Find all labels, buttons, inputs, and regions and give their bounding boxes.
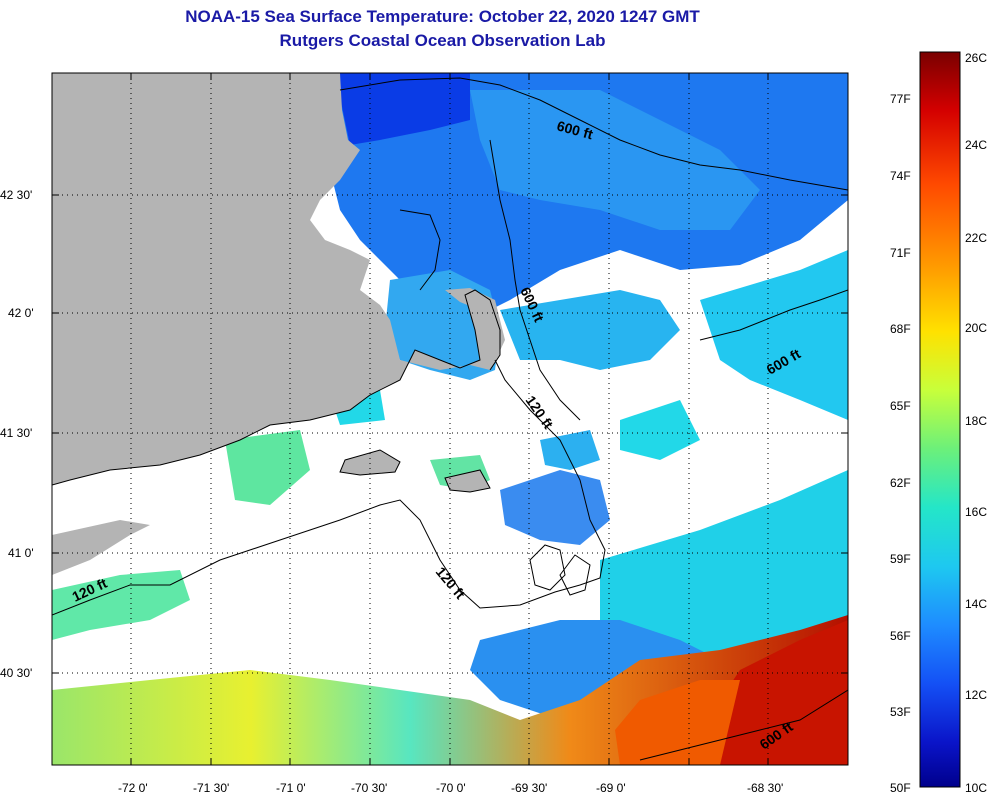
colorbar-fahrenheit-scale: 77F 74F 71F 68F 65F 62F 59F 56F 53F 50F	[890, 92, 911, 795]
celsius-label: 14C	[965, 597, 987, 611]
lon-label: -70 30'	[351, 781, 387, 795]
graticule	[52, 73, 848, 765]
lon-label: -68 30'	[747, 781, 783, 795]
fahrenheit-label: 56F	[890, 629, 911, 643]
lon-label: -71 0'	[276, 781, 306, 795]
contour-600ft-east	[699, 289, 848, 341]
lon-label: -69 30'	[511, 781, 547, 795]
celsius-label: 22C	[965, 231, 987, 245]
contour-600ft-basin	[489, 139, 581, 421]
land-long-island	[52, 520, 150, 575]
land-mainland	[52, 73, 500, 485]
contour-600ft-south	[639, 689, 848, 761]
shelf-green-region	[52, 570, 190, 640]
celsius-label: 12C	[965, 688, 987, 702]
land-cape-tip	[445, 288, 505, 355]
celsius-label: 20C	[965, 321, 987, 335]
cape-water-region	[500, 290, 680, 370]
coldest-water-region	[335, 73, 470, 145]
lon-label: -69 0'	[596, 781, 626, 795]
land-marthas-vineyard	[340, 450, 400, 475]
contour-120ft	[52, 359, 606, 616]
fahrenheit-label: 74F	[890, 169, 911, 183]
fahrenheit-label: 71F	[890, 246, 911, 260]
colorbar	[919, 51, 961, 788]
hottest-water-region	[700, 620, 848, 765]
lon-label: -70 0'	[436, 781, 466, 795]
contour-basin-loop	[399, 209, 441, 291]
fahrenheit-label: 53F	[890, 705, 911, 719]
map-subtitle: Rutgers Coastal Ocean Observation Lab	[279, 31, 606, 50]
hot-water-region	[615, 680, 740, 765]
nearshore-green-region	[225, 430, 310, 505]
celsius-label: 18C	[965, 414, 987, 428]
lat-label: 42 0'	[8, 306, 34, 320]
lat-label: 42 30'	[0, 188, 32, 202]
lat-label: 41 30'	[0, 426, 32, 440]
cyan-patch-2	[620, 400, 700, 460]
shelf-water-region	[540, 430, 600, 470]
fahrenheit-label: 77F	[890, 92, 911, 106]
fahrenheit-label: 50F	[890, 781, 911, 795]
fahrenheit-label: 68F	[890, 322, 911, 336]
south-shelf-region	[600, 470, 848, 660]
celsius-label: 24C	[965, 138, 987, 152]
celsius-label: 10C	[965, 781, 987, 795]
map-title: NOAA-15 Sea Surface Temperature: October…	[185, 7, 700, 26]
lat-label: 41 0'	[8, 546, 34, 560]
lon-label: -71 30'	[193, 781, 229, 795]
lon-label: -72 0'	[118, 781, 148, 795]
contour-shoals	[529, 544, 591, 596]
lat-label: 40 30'	[0, 666, 32, 680]
celsius-label: 16C	[965, 505, 987, 519]
fahrenheit-label: 65F	[890, 399, 911, 413]
celsius-label: 26C	[965, 51, 987, 65]
axis-ticks	[52, 73, 848, 765]
map-field: 600 ft 600 ft 600 ft 600 ft 120 ft 120 f…	[52, 73, 848, 765]
fahrenheit-label: 62F	[890, 476, 911, 490]
fahrenheit-label: 59F	[890, 552, 911, 566]
coastline	[52, 289, 501, 493]
colorbar-celsius-scale: 26C 24C 22C 20C 18C 16C 14C 12C 10C	[965, 51, 987, 795]
eastern-water-region	[700, 250, 848, 420]
